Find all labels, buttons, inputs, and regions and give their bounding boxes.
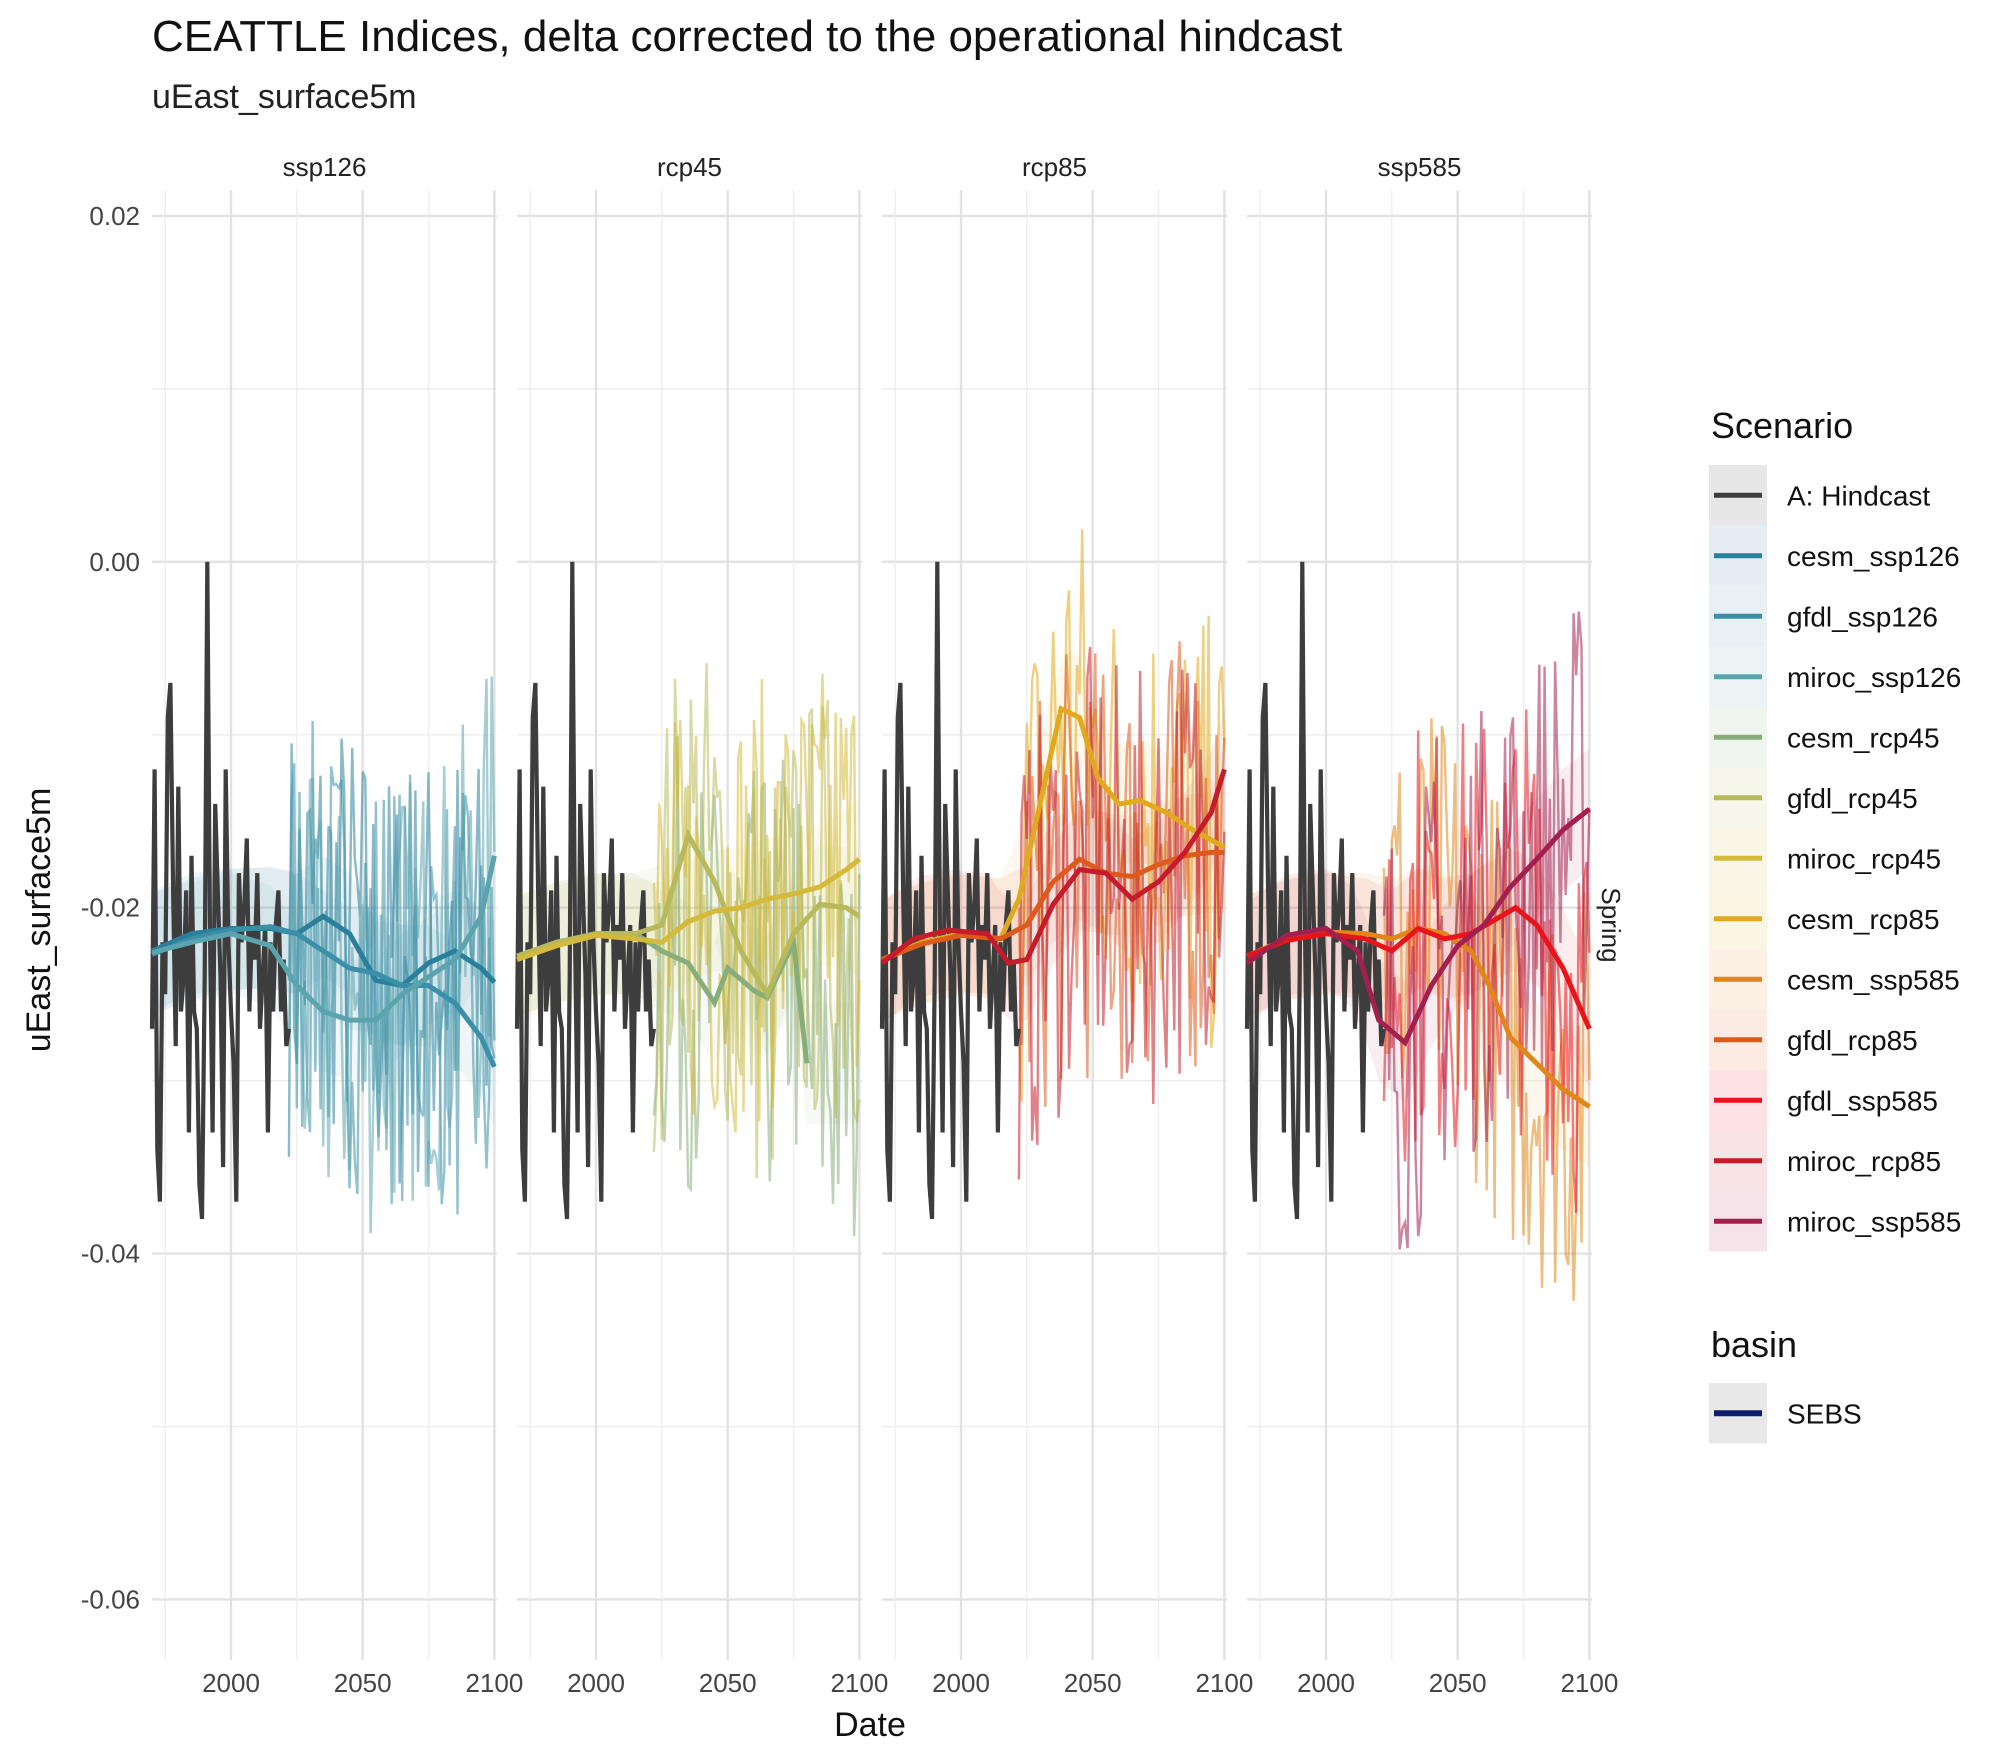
chart-subtitle: uEast_surface5m [152,78,417,116]
x-tick-label: 2000 [567,1668,625,1698]
y-axis-title: uEast_surface5m [20,788,58,1053]
legend-item: gfdl_ssp126 [1709,586,1938,647]
legend-label: gfdl_rcp85 [1787,1025,1918,1056]
legend-label: miroc_ssp126 [1787,662,1961,693]
legend-item: cesm_rcp45 [1709,707,1940,768]
hindcast-line [149,561,291,1220]
x-tick-label: 2050 [1064,1668,1122,1698]
y-tick-label: -0.02 [81,893,140,923]
smooth-line-miroc_rcp45 [516,857,861,962]
annual-series-line [652,663,861,1179]
gridlines [882,190,1227,1660]
facet-panel-ssp126: ssp126 2000 2050 2100 [149,152,523,1698]
smooth-line-cesm_ssp126 [151,913,497,989]
legend-label: cesm_rcp85 [1787,904,1940,935]
smooth-line-miroc_ssp585 [1245,807,1591,1047]
smooth-line-gfdl_ssp126 [151,924,497,1068]
hindcast-line [514,561,656,1220]
legend-item: gfdl_ssp585 [1709,1070,1938,1131]
legend-label: gfdl_rcp45 [1787,783,1918,814]
legend-item: miroc_rcp85 [1709,1130,1941,1191]
smooth-line-gfdl_rcp45 [516,828,861,1000]
chart-title: CEATTLE Indices, delta corrected to the … [152,12,1342,61]
annual-series-line [1017,641,1226,1107]
x-tick-label: 2000 [1297,1668,1355,1698]
facet-strip-label: rcp45 [657,152,722,182]
legend-label: SEBS [1787,1398,1862,1429]
x-tick-label: 2000 [202,1668,260,1698]
legend-label: gfdl_ssp126 [1787,601,1938,632]
hindcast-line [879,561,1021,1220]
legend-item: A: Hindcast [1709,465,1930,526]
legend-label: gfdl_ssp585 [1787,1085,1938,1116]
row-strip-label: Spring [1596,887,1626,962]
smooth-line-gfdl_rcp85 [881,849,1225,962]
annual-series-line [1017,646,1226,1180]
legend: Scenario A: Hindcast cesm_ssp126 gfdl_ssp12… [1709,405,1961,1444]
facet-panel-ssp585: ssp585 2000 2050 2100 [1244,152,1618,1698]
x-tick-label: 2100 [830,1668,888,1698]
legend-label: miroc_ssp585 [1787,1206,1961,1237]
smooth-line-miroc_rcp85 [880,768,1227,966]
smooth-line-gfdl_ssp585 [1246,904,1592,1030]
facet-strip-label: ssp585 [1378,152,1462,182]
annual-series-line [652,673,861,1133]
annual-series-line [1382,611,1591,1250]
annual-series-line [287,676,496,1234]
facet-strip-label: rcp85 [1022,152,1087,182]
legend-item: miroc_ssp126 [1709,646,1961,707]
legend-item: miroc_ssp585 [1709,1191,1961,1252]
legend-item: cesm_rcp85 [1709,888,1940,949]
facet-strip-label: ssp126 [283,152,367,182]
x-tick-label: 2100 [465,1668,523,1698]
y-axis-ticks: 0.02 0.00 -0.02 -0.04 -0.06 [81,201,140,1615]
x-tick-label: 2050 [334,1668,392,1698]
legend-label: cesm_ssp585 [1787,964,1960,995]
legend-item: miroc_rcp45 [1709,828,1941,889]
x-tick-label: 2050 [699,1668,757,1698]
x-tick-label: 2100 [1195,1668,1253,1698]
legend-item: cesm_ssp585 [1709,949,1960,1010]
legend-title-basin: basin [1711,1324,1797,1365]
legend-item: gfdl_rcp45 [1709,767,1918,828]
legend-item: gfdl_rcp85 [1709,1009,1918,1070]
annual-series-line [287,720,496,1215]
x-axis-title: Date [834,1706,906,1744]
y-tick-label: -0.04 [81,1239,140,1269]
legend-label: cesm_ssp126 [1787,541,1960,572]
y-tick-label: 0.00 [89,547,140,577]
x-tick-label: 2000 [932,1668,990,1698]
legend-label: miroc_rcp85 [1787,1146,1941,1177]
legend-label: miroc_rcp45 [1787,843,1941,874]
x-tick-label: 2100 [1560,1668,1618,1698]
smooth-line-miroc_ssp126 [151,855,497,1023]
y-tick-label: -0.06 [81,1584,140,1614]
legend-label: cesm_rcp45 [1787,722,1940,753]
legend-item: SEBS [1709,1383,1862,1444]
hindcast-line [1244,561,1386,1220]
facet-panel-rcp85: rcp85 2000 2050 2100 [879,152,1253,1698]
legend-label: A: Hindcast [1787,480,1930,511]
legend-item: cesm_ssp126 [1709,525,1960,586]
x-tick-label: 2050 [1429,1668,1487,1698]
legend-title-scenario: Scenario [1711,405,1853,446]
facet-panel-rcp45: rcp45 2000 2050 2100 [514,152,888,1698]
annual-series-line [1382,709,1591,1213]
y-tick-label: 0.02 [89,201,140,231]
